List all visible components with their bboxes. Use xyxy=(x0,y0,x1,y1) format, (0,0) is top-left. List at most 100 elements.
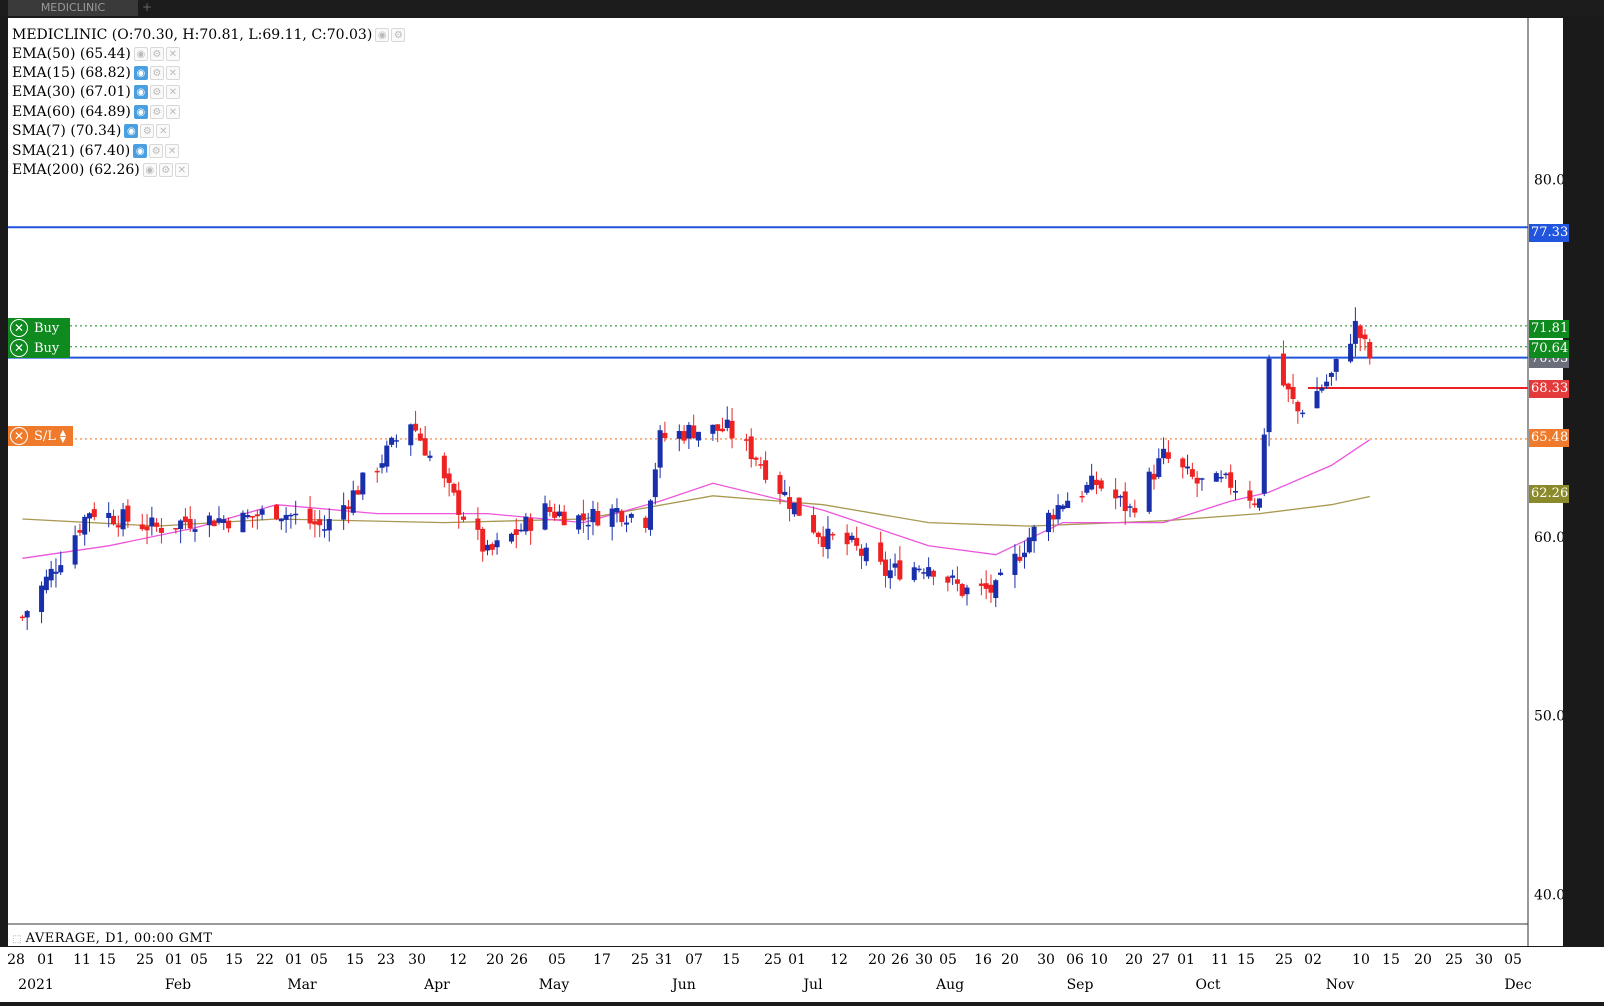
candle-body xyxy=(950,575,956,578)
tab-bar: MEDICLINIC + xyxy=(0,0,1604,16)
eye-icon[interactable]: ◉ xyxy=(133,66,148,80)
candle-body xyxy=(427,455,433,458)
buy-order-tag[interactable]: ✕ Buy xyxy=(8,318,70,338)
date-tick-label: 15 xyxy=(722,952,740,968)
candle-body xyxy=(1348,343,1354,362)
candle-body xyxy=(456,490,462,515)
stop-loss-tag[interactable]: ✕ S/L ▲ ▼ xyxy=(8,426,73,446)
add-tab-button[interactable]: + xyxy=(142,0,153,14)
legend-ema50: EMA(50) (65.44) ◉ ⚙ ✕ xyxy=(12,45,182,63)
candle-body xyxy=(652,469,658,498)
close-icon[interactable]: ✕ xyxy=(165,105,180,119)
candle-body xyxy=(1261,434,1267,494)
date-tick-label: 12 xyxy=(449,952,467,968)
candle-body xyxy=(446,473,452,483)
up-down-arrows-icon[interactable]: ▲ ▼ xyxy=(59,428,67,444)
gear-icon[interactable]: ⚙ xyxy=(149,85,164,99)
candle-body xyxy=(676,431,682,439)
candle-body xyxy=(417,433,423,441)
candle-body xyxy=(782,491,788,496)
drag-handle-icon[interactable]: ⬚ xyxy=(12,934,26,945)
eye-icon[interactable]: ◉ xyxy=(124,124,139,138)
ema-pink-line xyxy=(22,439,1371,559)
legend-ema15-label: EMA(15) (68.82) xyxy=(12,65,131,81)
legend-sma21-label: SMA(21) (67.40) xyxy=(12,143,131,159)
close-icon[interactable]: ✕ xyxy=(156,124,171,138)
candle-body xyxy=(480,528,486,552)
candle-body xyxy=(413,423,419,431)
candle-body xyxy=(278,518,284,522)
candle-body xyxy=(1012,553,1018,575)
gear-icon[interactable]: ⚙ xyxy=(149,144,164,158)
eye-icon[interactable]: ◉ xyxy=(133,144,148,158)
gear-icon[interactable]: ⚙ xyxy=(391,28,406,42)
candle-body xyxy=(250,515,256,518)
gear-icon[interactable]: ⚙ xyxy=(149,47,164,61)
candle-body xyxy=(1132,507,1138,513)
buy-order-tag[interactable]: ✕ Buy xyxy=(8,338,70,358)
candle-body xyxy=(106,512,112,518)
candle-body xyxy=(1228,472,1234,488)
candle-body xyxy=(379,463,385,468)
date-tick-label: 30 xyxy=(408,952,426,968)
candle-body xyxy=(1266,358,1272,433)
eye-icon[interactable]: ◉ xyxy=(133,47,148,61)
month-label: Oct xyxy=(1196,977,1221,993)
candle-body xyxy=(1065,500,1071,509)
legend-ema15: EMA(15) (68.82) ◉ ⚙ ✕ xyxy=(12,64,182,82)
eye-icon[interactable]: ◉ xyxy=(133,85,148,99)
candle-body xyxy=(87,513,93,519)
gear-icon[interactable]: ⚙ xyxy=(158,163,173,177)
candle-body xyxy=(614,508,620,513)
candle-body xyxy=(43,576,49,591)
chart-info-text: AVERAGE, D1, 00:00 GMT xyxy=(25,931,213,946)
candle-body xyxy=(484,544,490,551)
gear-icon[interactable]: ⚙ xyxy=(149,105,164,119)
gear-icon[interactable]: ⚙ xyxy=(140,124,155,138)
close-icon[interactable]: ✕ xyxy=(165,85,180,99)
price-label-ema200: 62.26 xyxy=(1529,485,1569,503)
close-icon[interactable]: ✕ xyxy=(10,319,28,337)
eye-icon[interactable]: ◉ xyxy=(142,163,157,177)
legend-ema60: EMA(60) (64.89) ◉ ⚙ ✕ xyxy=(12,103,182,121)
close-icon[interactable]: ✕ xyxy=(165,66,180,80)
candle-body xyxy=(139,524,145,530)
candle-body xyxy=(1117,496,1123,498)
date-tick-label: 30 xyxy=(1037,952,1055,968)
month-label: Dec xyxy=(1504,977,1532,993)
date-tick-label: 23 xyxy=(377,952,395,968)
candle-body xyxy=(643,517,649,528)
date-tick-label: 25 xyxy=(631,952,649,968)
month-label: Feb xyxy=(165,977,191,993)
candle-body xyxy=(187,519,193,529)
candle-body xyxy=(930,570,936,577)
chart-plot-area[interactable]: 80.00 60.00 50.00 40.00 xyxy=(8,18,1563,946)
candle-body xyxy=(1285,383,1291,390)
candle-body xyxy=(1290,387,1296,399)
close-icon[interactable]: ✕ xyxy=(165,47,180,61)
close-icon[interactable]: ✕ xyxy=(10,339,28,357)
date-axis[interactable]: 28 01 11 15 25 01 05 15 22 01 05 15 23 30 12 20 26 05 17 25… xyxy=(0,947,1604,1002)
candle-body xyxy=(1151,473,1157,480)
close-icon[interactable]: ✕ xyxy=(174,163,189,177)
candle-body xyxy=(916,568,922,571)
close-icon[interactable]: ✕ xyxy=(165,144,180,158)
candle-body xyxy=(1055,505,1061,520)
candle-body xyxy=(959,583,965,596)
candle-body xyxy=(1017,556,1023,561)
date-tick-label: 27 xyxy=(1152,952,1170,968)
eye-icon[interactable]: ◉ xyxy=(375,28,390,42)
candle-body xyxy=(144,526,150,531)
candle-body xyxy=(341,505,347,520)
close-icon[interactable]: ✕ xyxy=(10,427,28,445)
eye-icon[interactable]: ◉ xyxy=(133,105,148,119)
candle-body xyxy=(1079,495,1085,498)
candle-body xyxy=(154,522,160,527)
date-tick-label: 05 xyxy=(310,952,328,968)
candle-body xyxy=(1127,506,1133,508)
tab-mediclinic[interactable]: MEDICLINIC xyxy=(8,0,138,16)
legend-ema60-label: EMA(60) (64.89) xyxy=(12,104,131,120)
candle-body xyxy=(1367,342,1373,359)
date-tick-label: 25 xyxy=(764,952,782,968)
gear-icon[interactable]: ⚙ xyxy=(149,66,164,80)
